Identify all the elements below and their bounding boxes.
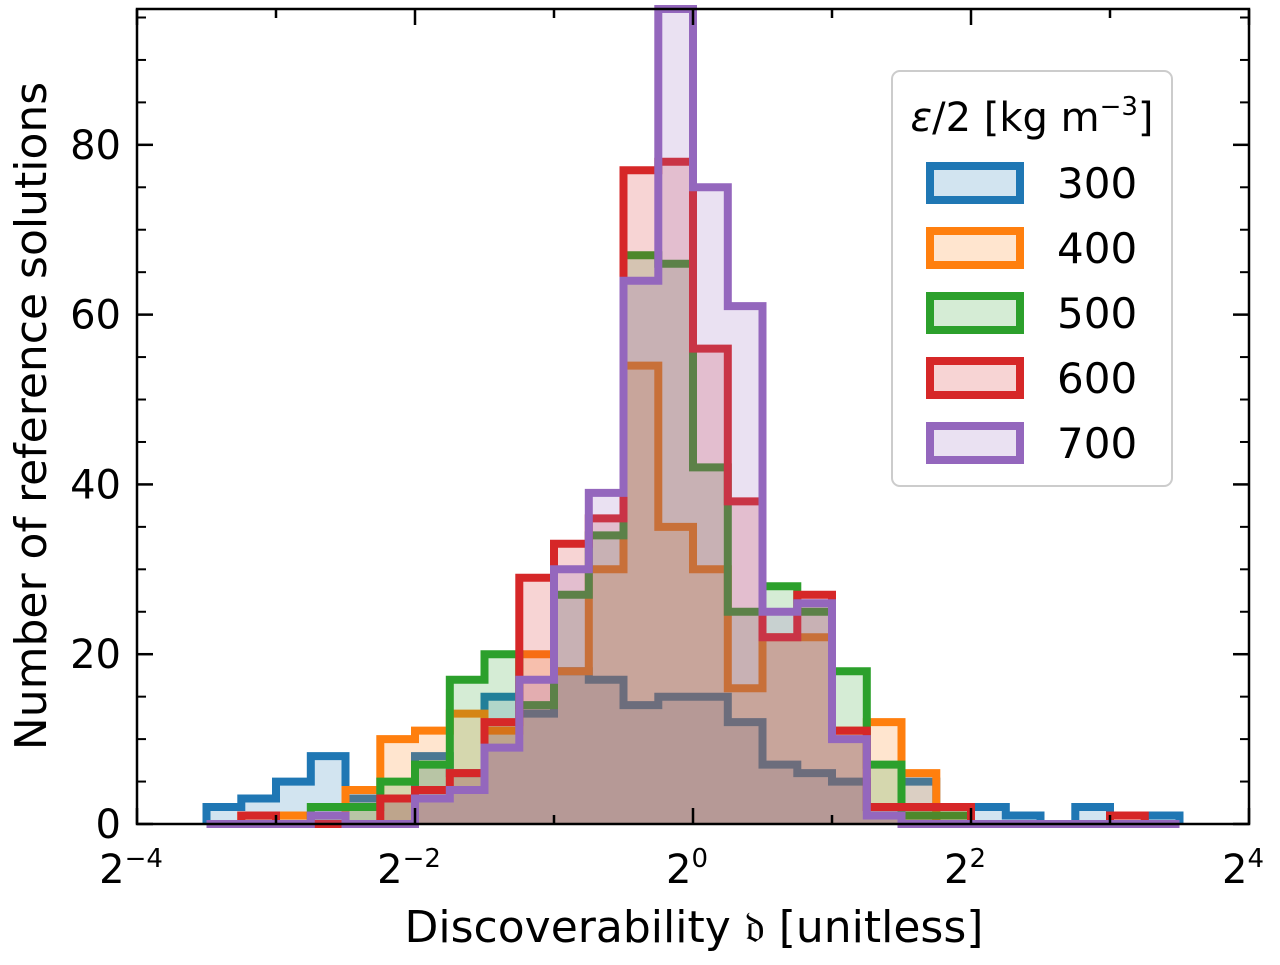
y-axis-title: Number of reference solutions: [6, 82, 57, 750]
legend-label-400: 400: [1057, 224, 1137, 273]
legend: ε/2 [kg m−3] 300 400 500 600 700: [891, 70, 1173, 487]
x-tick-label: 2−4: [99, 844, 163, 893]
legend-title: ε/2 [kg m−3]: [910, 92, 1153, 141]
legend-label-600: 600: [1057, 354, 1137, 403]
series-fill-400: [206, 365, 1180, 824]
legend-swatch-600: [926, 357, 1024, 399]
series-layer: [202, 5, 1184, 828]
y-tick-label: 40: [70, 462, 121, 508]
series-outline-400: [206, 361, 1180, 828]
y-tick-label: 0: [96, 802, 121, 848]
y-tick-label: 20: [70, 632, 121, 678]
legend-swatch-700: [926, 422, 1024, 464]
legend-swatch-300: [926, 162, 1024, 204]
legend-swatch-500: [926, 292, 1024, 334]
series-400: [206, 361, 1180, 828]
x-tick-label: 20: [666, 844, 708, 893]
series-fill-600: [206, 161, 1180, 825]
legend-box: [891, 70, 1173, 487]
legend-label-300: 300: [1057, 159, 1137, 208]
legend-swatch-400: [926, 227, 1024, 269]
legend-label-500: 500: [1057, 289, 1137, 338]
y-tick-label: 60: [70, 293, 121, 339]
series-outline-300: [202, 667, 1184, 828]
ticks: 2−4 2−2 20 22 24 0 20 40 60 80: [70, 9, 1264, 893]
x-tick-label: 22: [944, 844, 986, 893]
x-axis-title: Discoverability 𝔡 [unitless]: [405, 902, 984, 953]
y-tick-label: 80: [70, 123, 121, 169]
x-tick-label: 2−2: [377, 844, 441, 893]
series-fill-700: [206, 9, 1180, 824]
series-fill-500: [206, 255, 1180, 824]
x-tick-label: 24: [1222, 844, 1264, 893]
legend-label-700: 700: [1057, 419, 1137, 468]
